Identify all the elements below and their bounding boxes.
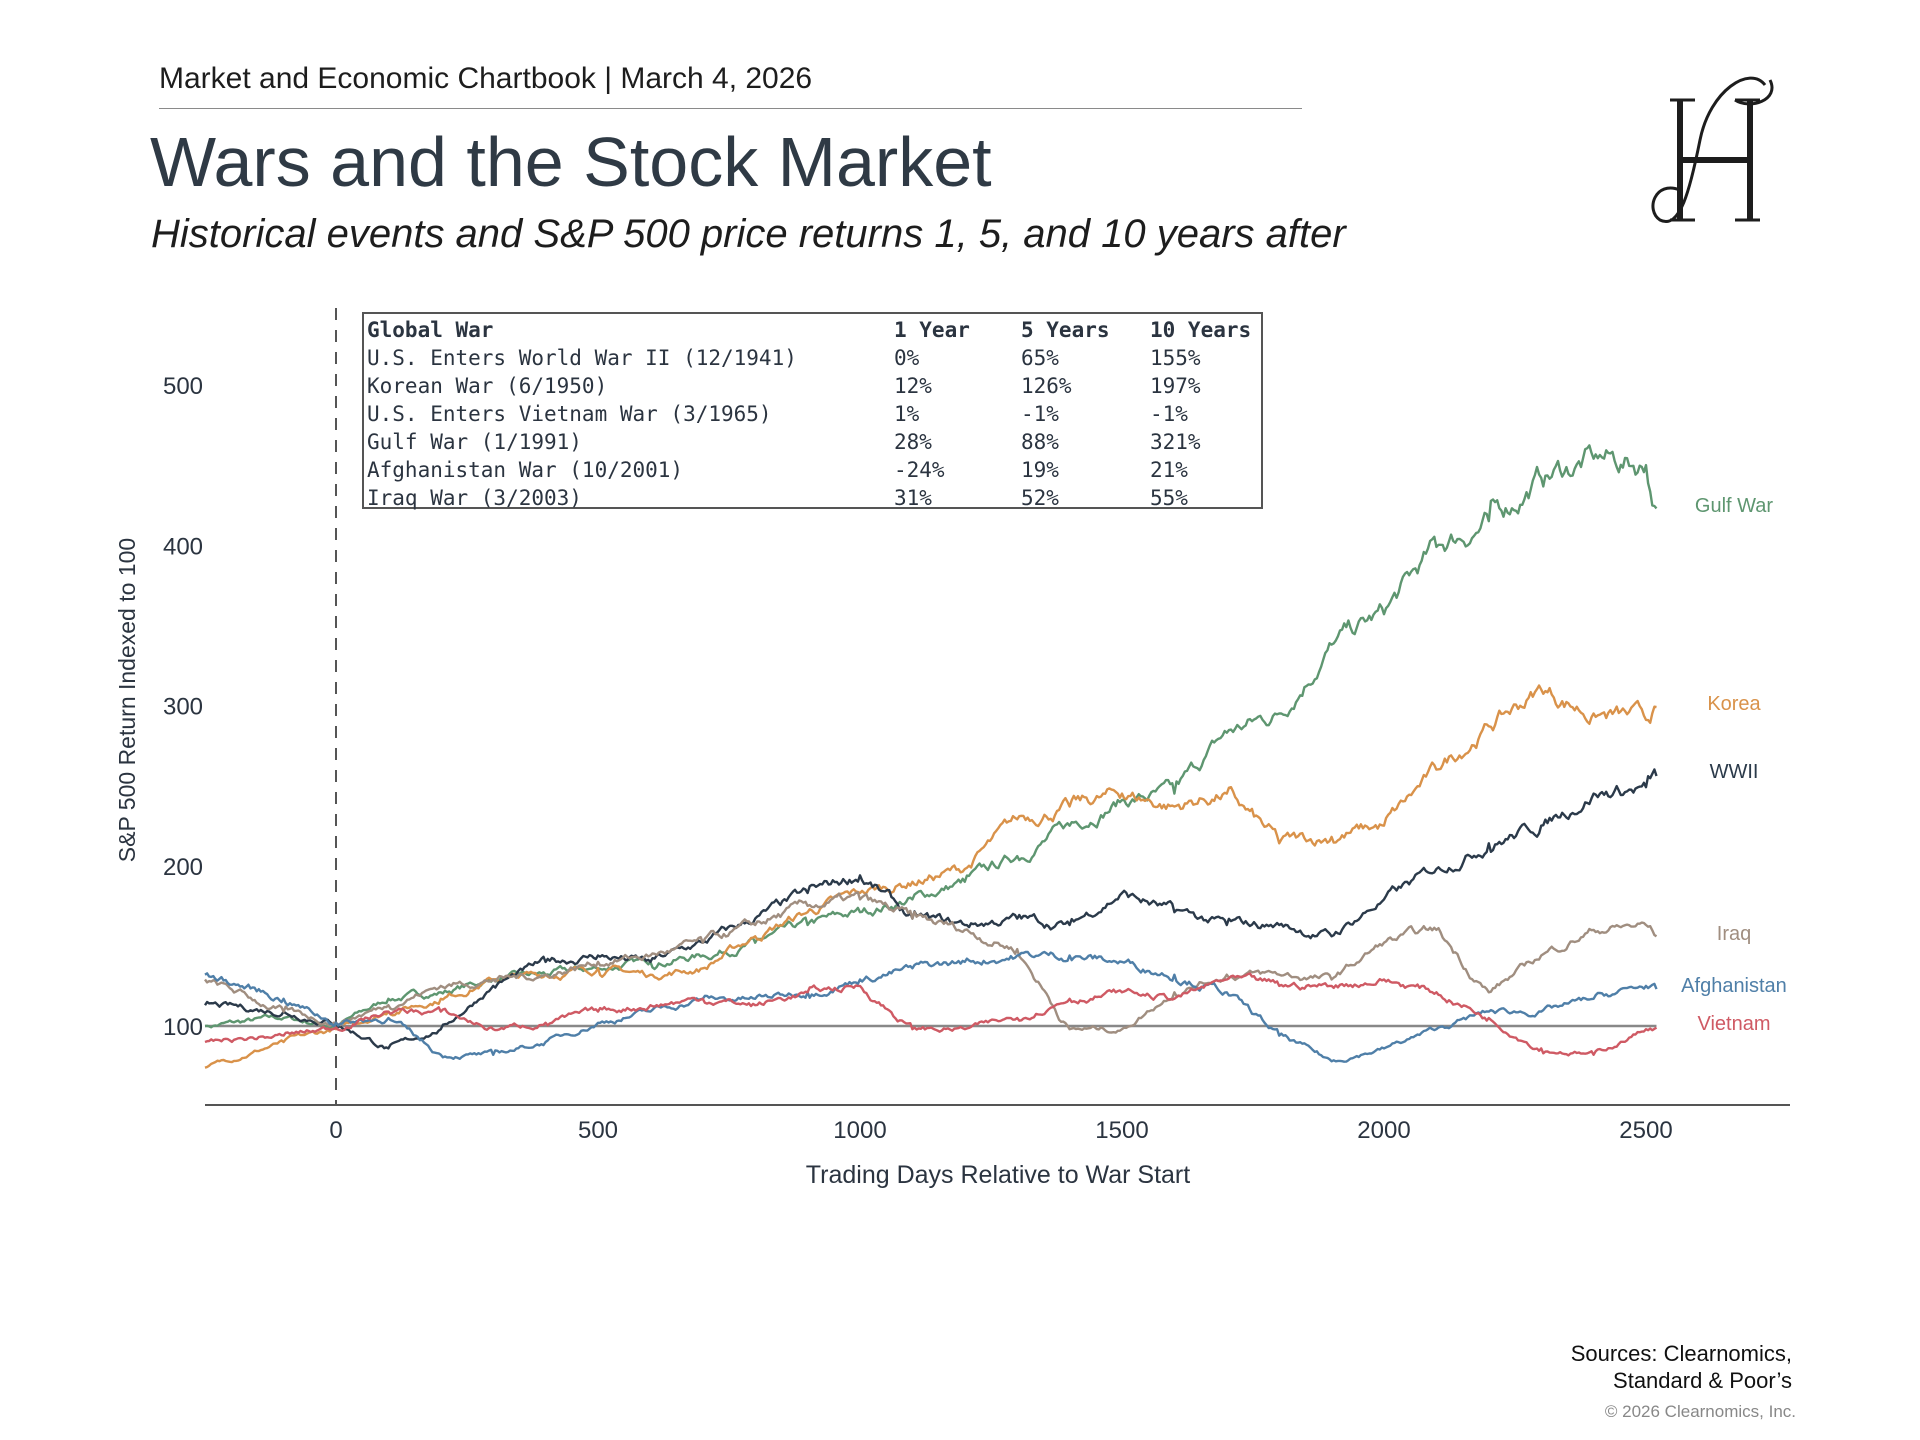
jh-logo-icon: [1651, 76, 1774, 223]
series-line-afghanistan: [204, 950, 1658, 1063]
y-axis-label: S&P 500 Return Indexed to 100: [114, 538, 140, 862]
table-header: 5 Years: [1021, 318, 1110, 342]
x-axis-label: Trading Days Relative to War Start: [806, 1161, 1190, 1189]
series-line-iraq: [204, 891, 1658, 1034]
table-cell: U.S. Enters World War II (12/1941): [367, 346, 797, 370]
table-cell: -1%: [1150, 402, 1188, 426]
series-line-gulf-war: [204, 444, 1658, 1029]
table-cell: 126%: [1021, 374, 1072, 398]
y-tick-label: 100: [163, 1014, 203, 1041]
x-tick-label: 500: [578, 1117, 618, 1144]
y-tick-label: 400: [163, 533, 203, 560]
table-cell: Korean War (6/1950): [367, 374, 608, 398]
table-cell: 19%: [1021, 458, 1059, 482]
y-tick-label: 500: [163, 373, 203, 400]
table-cell: 0%: [894, 346, 920, 370]
table-cell: 21%: [1150, 458, 1188, 482]
y-tick-label: 200: [163, 854, 203, 881]
table-cell: -1%: [1021, 402, 1059, 426]
y-tick-label: 300: [163, 694, 203, 721]
sources-line: Sources: Clearnomics,: [1570, 1341, 1792, 1366]
table-cell: 52%: [1021, 486, 1059, 510]
page-subtitle: Historical events and S&P 500 price retu…: [151, 212, 1346, 256]
page-title: Wars and the Stock Market: [150, 123, 992, 201]
table-cell: 88%: [1021, 430, 1059, 454]
table-header: 1 Year: [894, 318, 970, 342]
table-cell: 65%: [1021, 346, 1059, 370]
table-header: 10 Years: [1150, 318, 1252, 342]
copyright: © 2026 Clearnomics, Inc.: [1604, 1402, 1796, 1421]
table-cell: 55%: [1150, 486, 1188, 510]
table-cell: Iraq War (3/2003): [367, 486, 582, 510]
table-header: Global War: [367, 318, 494, 342]
series-label: WWII: [1710, 761, 1759, 783]
x-tick-label: 1500: [1095, 1117, 1148, 1144]
series-label: Vietnam: [1697, 1013, 1770, 1035]
table-cell: 155%: [1150, 346, 1201, 370]
table-cell: 197%: [1150, 374, 1201, 398]
series-label: Korea: [1707, 693, 1761, 715]
war-returns-table: Global War 1 Year 5 Years 10 Years U.S. …: [362, 312, 1263, 510]
header-divider: [159, 108, 1302, 109]
series-label: Iraq: [1717, 923, 1751, 945]
series-line-korea: [204, 684, 1657, 1069]
x-tick-label: 0: [329, 1117, 342, 1144]
chartbook-header: Market and Economic Chartbook | March 4,…: [159, 62, 813, 95]
series-label: Afghanistan: [1681, 975, 1787, 997]
x-tick-label: 1000: [833, 1117, 886, 1144]
table-cell: 28%: [894, 430, 932, 454]
table-cell: Gulf War (1/1991): [367, 430, 582, 454]
sources-line: Standard & Poor’s: [1613, 1368, 1792, 1393]
x-tick-label: 2500: [1619, 1117, 1672, 1144]
series-label: Gulf War: [1695, 495, 1773, 517]
series-line-wwii: [203, 768, 1658, 1050]
table-cell: U.S. Enters Vietnam War (3/1965): [367, 402, 772, 426]
table-cell: 1%: [894, 402, 920, 426]
table-cell: -24%: [894, 458, 945, 482]
table-cell: 31%: [894, 486, 932, 510]
table-cell: 12%: [894, 374, 932, 398]
table-cell: Afghanistan War (10/2001): [367, 458, 684, 482]
table-cell: 321%: [1150, 430, 1201, 454]
sources: Sources: Clearnomics, Standard & Poor’s: [1571, 1340, 1792, 1394]
series-line-vietnam: [204, 972, 1658, 1057]
x-tick-label: 2000: [1357, 1117, 1410, 1144]
